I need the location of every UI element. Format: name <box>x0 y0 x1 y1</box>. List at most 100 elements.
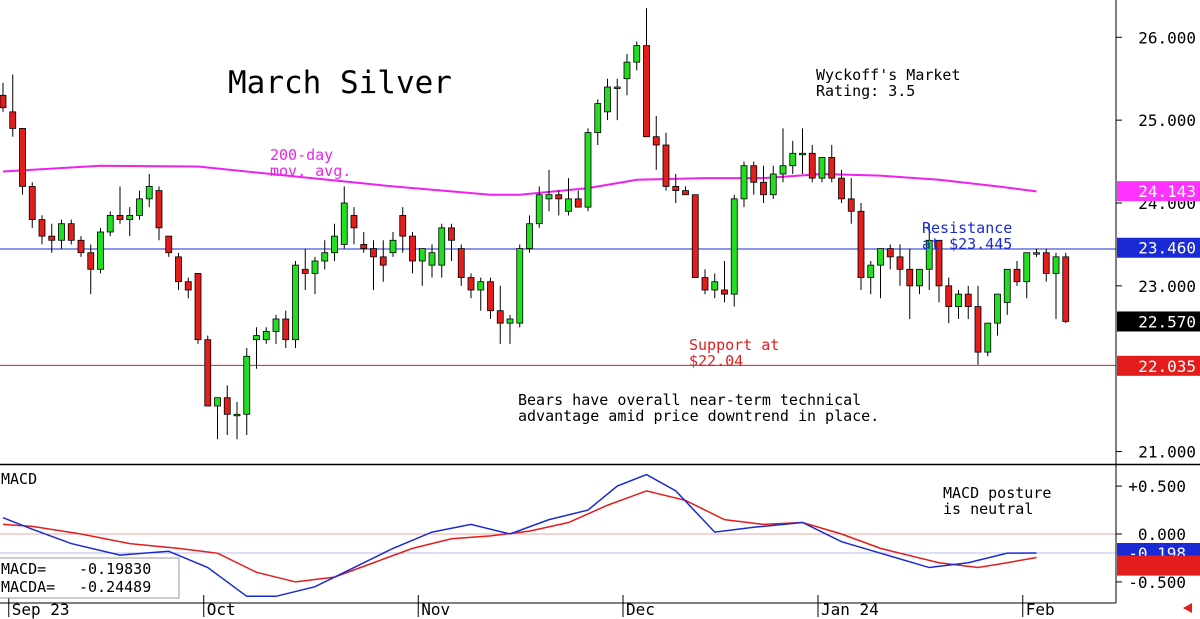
macda-readout-label: MACDA= <box>1 578 55 596</box>
candle <box>526 215 533 253</box>
candle-body <box>652 136 660 146</box>
candle <box>331 223 338 261</box>
candle-body <box>1013 268 1021 283</box>
candle-body <box>808 152 816 179</box>
candle-body <box>847 198 855 212</box>
candle <box>838 169 845 203</box>
candle <box>711 273 719 299</box>
candle-body <box>643 45 650 138</box>
candle <box>545 169 553 212</box>
macd-commentary-1: MACD posture <box>943 484 1051 502</box>
candle-body <box>282 318 290 341</box>
candle <box>360 232 368 253</box>
candle-body <box>721 289 728 295</box>
resistance-label-2: at $23.445 <box>922 235 1012 253</box>
candle <box>87 244 95 295</box>
candle <box>516 244 524 328</box>
candle <box>535 186 543 228</box>
candle <box>243 348 251 435</box>
candle-body <box>555 194 563 200</box>
candle-body <box>516 248 524 324</box>
candle-body <box>262 331 270 341</box>
candle-body <box>223 397 231 415</box>
candle <box>565 178 572 216</box>
candle-body <box>448 227 455 241</box>
price-tag <box>1117 311 1200 332</box>
candle <box>194 273 202 344</box>
candle-body <box>184 281 192 291</box>
candle-body <box>38 219 46 237</box>
candle-body <box>311 260 319 274</box>
candle-body <box>730 198 738 295</box>
candle-body <box>916 268 923 287</box>
candle <box>691 194 699 278</box>
candle <box>974 285 982 365</box>
candle-body <box>116 215 124 220</box>
candle-body <box>1042 252 1050 274</box>
macd-title: MACD <box>1 470 37 488</box>
candle-body <box>1003 268 1011 303</box>
candle <box>594 99 602 145</box>
candle-body <box>155 190 163 229</box>
candle-body <box>214 397 221 407</box>
candle <box>623 53 631 96</box>
candle <box>818 157 826 183</box>
support-label-2: $22.04 <box>689 352 743 370</box>
candle <box>9 74 17 137</box>
resistance-label-1: Resistance <box>922 219 1012 237</box>
price-tag <box>1117 355 1200 376</box>
candle-body <box>136 198 143 216</box>
ma-label-1: 200-day <box>270 146 333 164</box>
candle <box>145 174 153 208</box>
candle <box>67 219 75 245</box>
y-tick-label: 25.000 <box>1138 111 1196 130</box>
candle-body <box>682 190 689 196</box>
candle-body <box>243 355 251 415</box>
candle-body <box>740 165 748 200</box>
candle <box>925 223 933 290</box>
candle-body <box>175 256 182 283</box>
candle <box>886 244 894 270</box>
candle-body <box>126 215 134 220</box>
x-tick-label: Oct <box>207 600 236 619</box>
candle-body <box>457 248 465 278</box>
macd-readout-box <box>0 557 180 599</box>
chart-title: March Silver <box>228 65 452 101</box>
candle-body <box>925 239 933 270</box>
price-tag <box>1117 181 1200 202</box>
ma-label-2: mov. avg. <box>270 162 351 180</box>
candle <box>945 277 953 324</box>
arrow-left-icon[interactable] <box>1183 603 1192 613</box>
macd-commentary-2: is neutral <box>943 500 1033 518</box>
candle-body <box>886 248 894 258</box>
candle <box>604 78 611 121</box>
candle-body <box>623 61 631 80</box>
candle-body <box>87 252 95 270</box>
candle <box>428 244 436 278</box>
commentary-line-1: Bears have overall near-term technical <box>518 391 861 409</box>
candle <box>935 239 943 303</box>
candle <box>808 145 816 183</box>
candle-body <box>818 157 826 179</box>
candle-body <box>994 293 1001 324</box>
y-tick-label: 23.000 <box>1138 277 1196 296</box>
candle <box>828 145 836 183</box>
candle-body <box>253 335 260 341</box>
candle-body <box>399 215 407 237</box>
candle <box>77 236 85 257</box>
candle <box>28 182 36 228</box>
commentary-line-2: advantage amid price downtrend in place. <box>518 407 879 425</box>
candle <box>175 252 182 290</box>
candle <box>964 285 972 319</box>
candle <box>38 215 46 245</box>
candle-body <box>496 310 504 324</box>
candle <box>1023 252 1031 299</box>
macd-readout-label: MACD= <box>1 560 46 578</box>
candle-body <box>370 248 377 258</box>
candle-body <box>331 235 338 254</box>
candle <box>916 268 923 295</box>
candle-body <box>779 165 787 175</box>
price-panel <box>0 8 1116 440</box>
candle <box>97 227 104 274</box>
candle <box>350 207 358 245</box>
